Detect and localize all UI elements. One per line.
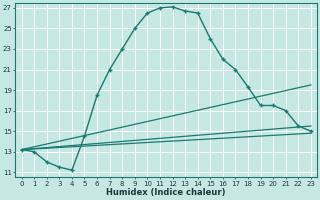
X-axis label: Humidex (Indice chaleur): Humidex (Indice chaleur) xyxy=(107,188,226,197)
